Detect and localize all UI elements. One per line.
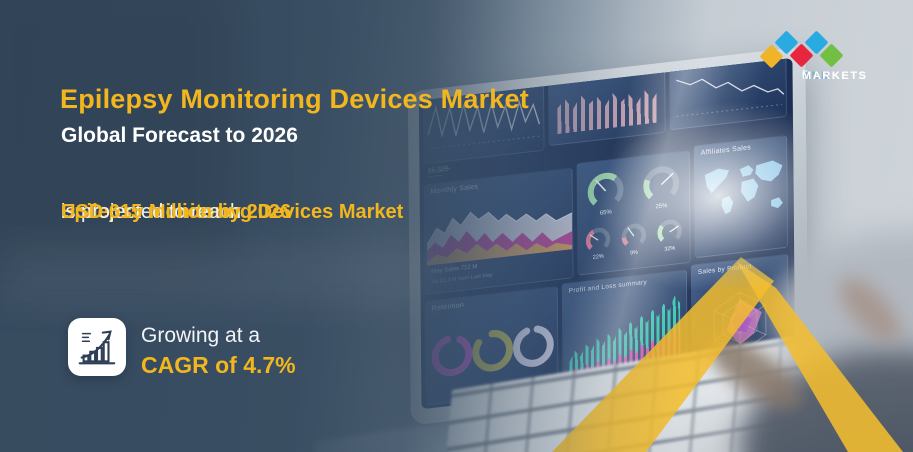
bar-chart-arrow-icon xyxy=(78,330,116,365)
page-subtitle: Global Forecast to 2026 xyxy=(61,124,298,147)
projection-market: Epilepsy Monitoring Devices Market xyxy=(61,201,404,223)
projection-value: USD 615 million by 2026 xyxy=(61,201,292,223)
logo-tm: ™ xyxy=(802,70,808,76)
logo-and: AND xyxy=(802,70,831,82)
background-monitor-silhouette xyxy=(0,0,240,280)
page-title: Epilepsy Monitoring Devices Market xyxy=(60,84,529,114)
background-light-band xyxy=(0,242,430,306)
growth-prefix: Growing at a xyxy=(141,324,261,347)
logo-markets1: MARKETS xyxy=(802,70,868,82)
growth-cagr: CAGR of 4.7% xyxy=(141,352,296,378)
logo-markets2: MARKETS xyxy=(802,70,868,82)
growth-chart-icon xyxy=(68,318,126,376)
projection-middle: is projected to reach xyxy=(61,201,242,223)
marketsandmarkets-logo: MARKETS AND MARKETS ™ xyxy=(717,24,887,86)
